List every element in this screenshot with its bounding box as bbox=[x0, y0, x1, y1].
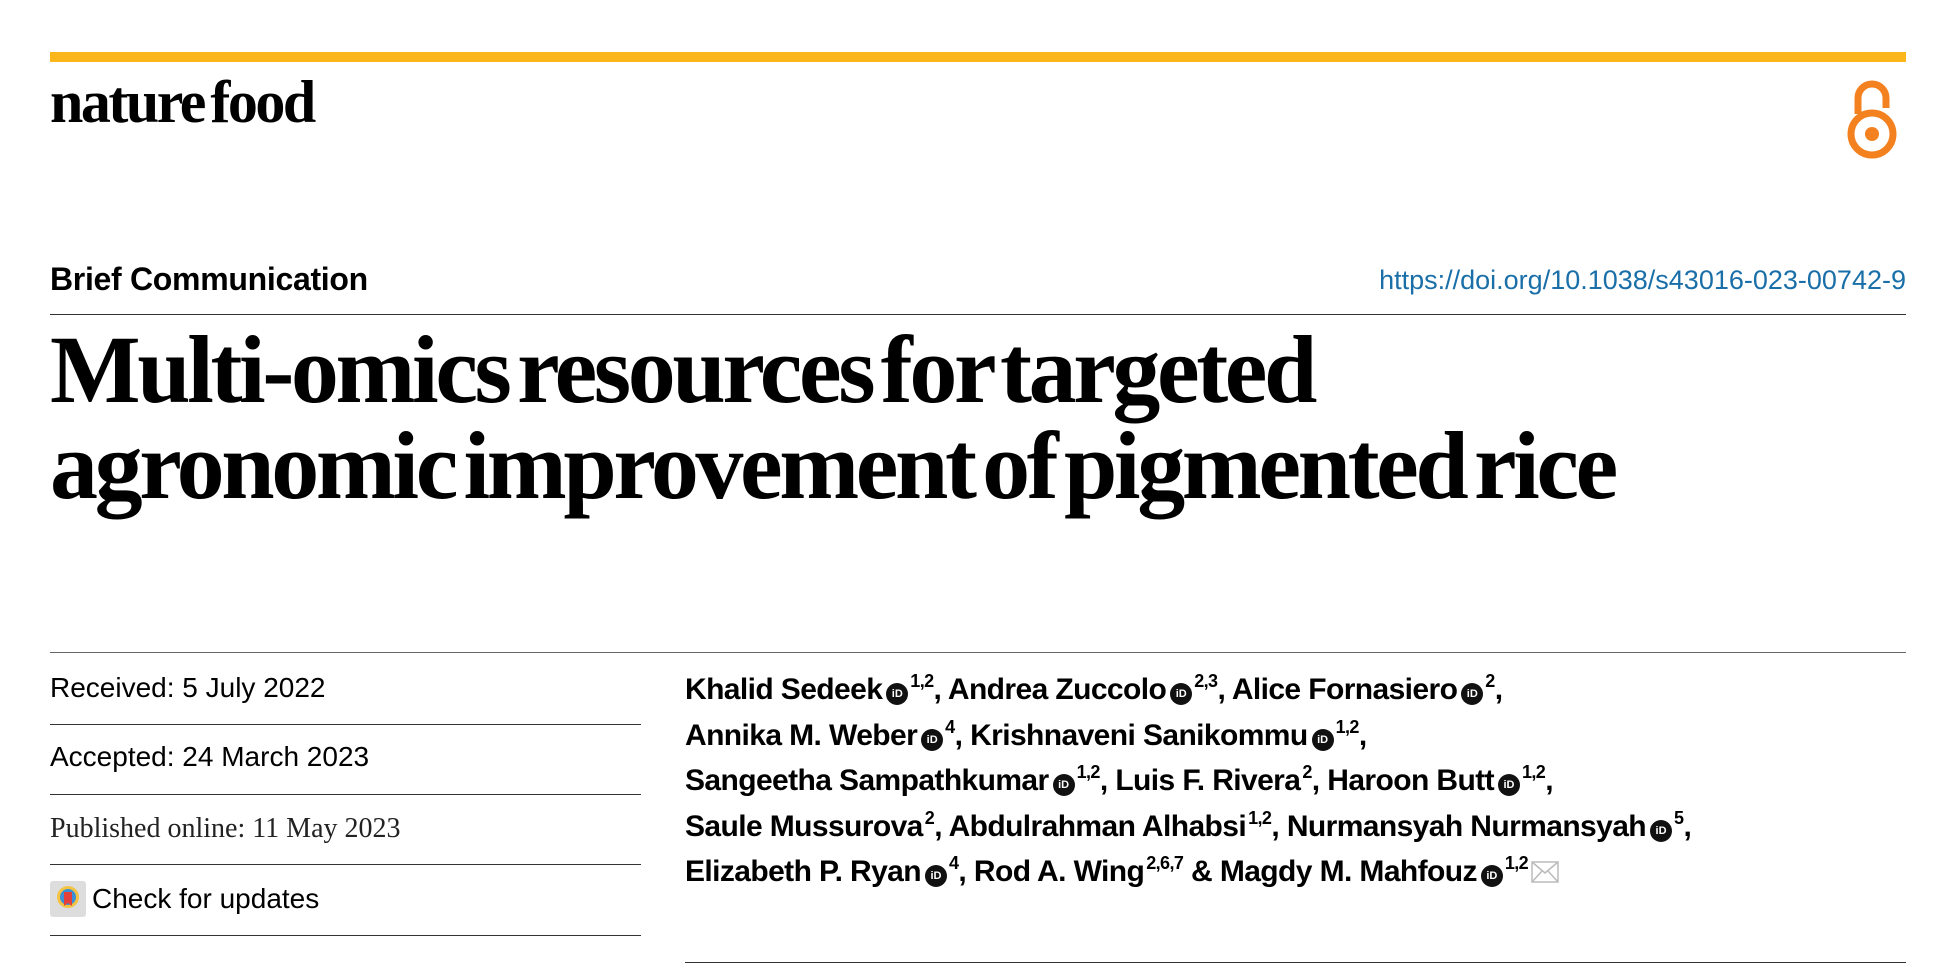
author-affiliation: 5 bbox=[1674, 807, 1684, 828]
separator: , bbox=[1271, 809, 1280, 843]
title-line-1: Multi-omics resources for targeted bbox=[50, 316, 1317, 423]
separator: , bbox=[958, 855, 967, 888]
separator: , bbox=[1217, 673, 1226, 706]
author: Elizabeth P. Ryan iD4 bbox=[685, 853, 959, 888]
author-affiliation: 2 bbox=[924, 807, 935, 828]
accepted-date: Accepted: 24 March 2023 bbox=[50, 741, 370, 772]
header-divider bbox=[50, 314, 1906, 315]
divider bbox=[50, 864, 641, 865]
divider bbox=[50, 724, 641, 725]
orcid-icon[interactable]: iD bbox=[1170, 683, 1193, 705]
author-name[interactable]: Abdulrahman Alhabsi bbox=[948, 809, 1247, 843]
author: Nurmansyah Nurmansyah iD5 bbox=[1286, 807, 1684, 843]
orcid-icon[interactable]: iD bbox=[1650, 819, 1673, 842]
author-name[interactable]: Saule Mussurova bbox=[685, 809, 923, 843]
author-affiliation: 1,2 bbox=[1521, 762, 1546, 782]
author: Annika M. Weber iD4 bbox=[685, 716, 955, 752]
author-affiliation: 2,6,7 bbox=[1146, 853, 1184, 873]
journal-logo[interactable]: nature food bbox=[50, 69, 316, 135]
orcid-icon[interactable]: iD bbox=[1497, 774, 1520, 796]
authors-divider bbox=[685, 962, 1906, 963]
author-affiliation: 2 bbox=[1485, 671, 1495, 691]
crossmark-icon bbox=[50, 881, 86, 917]
divider bbox=[50, 794, 641, 795]
orcid-icon[interactable]: iD bbox=[1311, 728, 1334, 751]
published-date: Published online: 11 May 2023 bbox=[50, 813, 401, 844]
author-name[interactable]: Haroon Butt bbox=[1327, 764, 1494, 797]
author: Khalid Sedeek iD1,2 bbox=[685, 671, 934, 706]
separator: , bbox=[1099, 764, 1108, 797]
author: Saule Mussurova 2 bbox=[685, 807, 935, 843]
author-affiliation: 4 bbox=[945, 716, 955, 737]
author: Krishnaveni Sanikommu iD1,2 bbox=[970, 716, 1360, 752]
author-name[interactable]: Krishnaveni Sanikommu bbox=[970, 718, 1308, 752]
article-type: Brief Communication bbox=[50, 261, 368, 297]
email-icon[interactable] bbox=[1531, 851, 1559, 897]
separator: , bbox=[954, 718, 963, 752]
orcid-icon[interactable]: iD bbox=[1461, 683, 1484, 705]
author: Abdulrahman Alhabsi 1,2 bbox=[948, 807, 1272, 843]
author-affiliation: 1,2 bbox=[1335, 716, 1360, 737]
author-name[interactable]: Luis F. Rivera bbox=[1115, 764, 1301, 797]
doi-link[interactable]: https://doi.org/10.1038/s43016-023-00742… bbox=[1379, 265, 1906, 295]
separator: , bbox=[1358, 718, 1367, 752]
separator: , bbox=[933, 673, 942, 706]
separator: & bbox=[1183, 855, 1220, 888]
author-name[interactable]: Khalid Sedeek bbox=[685, 673, 883, 706]
author-name[interactable]: Nurmansyah Nurmansyah bbox=[1286, 809, 1647, 843]
author-affiliation: 1,2 bbox=[1248, 807, 1272, 828]
author: Alice Fornasiero iD2 bbox=[1231, 671, 1496, 706]
check-for-updates-button[interactable]: Check for updates bbox=[50, 881, 319, 917]
author-name[interactable]: Elizabeth P. Ryan bbox=[685, 855, 922, 888]
article-title: Multi-omics resources for targeted agron… bbox=[50, 316, 1618, 519]
separator: , bbox=[934, 809, 942, 843]
separator: , bbox=[1494, 673, 1503, 706]
divider bbox=[50, 935, 641, 936]
author-name[interactable]: Magdy M. Mahfouz bbox=[1219, 855, 1478, 888]
open-access-icon bbox=[1847, 80, 1897, 159]
author: Magdy M. Mahfouz iD1,2 bbox=[1219, 853, 1559, 888]
author: Luis F. Rivera 2 bbox=[1115, 762, 1312, 797]
author-affiliation: 1,2 bbox=[910, 671, 934, 691]
author-name[interactable]: Alice Fornasiero bbox=[1231, 673, 1458, 706]
author-name[interactable]: Rod A. Wing bbox=[973, 855, 1145, 888]
separator: , bbox=[1683, 809, 1692, 843]
meta-divider bbox=[50, 652, 1906, 653]
author-name[interactable]: Annika M. Weber bbox=[685, 718, 918, 752]
check-for-updates-label: Check for updates bbox=[92, 883, 320, 914]
separator: , bbox=[1545, 764, 1553, 797]
orcid-icon[interactable]: iD bbox=[921, 728, 944, 751]
author: Sangeetha Sampathkumar iD1,2 bbox=[685, 762, 1101, 797]
author-affiliation: 2 bbox=[1302, 762, 1312, 782]
separator: , bbox=[1311, 764, 1320, 797]
author-affiliation: 2,3 bbox=[1194, 671, 1218, 691]
author-name[interactable]: Andrea Zuccolo bbox=[947, 673, 1167, 706]
author: Rod A. Wing 2,6,7 bbox=[973, 853, 1184, 888]
author-name[interactable]: Sangeetha Sampathkumar bbox=[685, 764, 1049, 797]
author: Haroon Butt iD1,2 bbox=[1327, 762, 1546, 797]
author-affiliation: 1,2 bbox=[1504, 853, 1529, 873]
author-list: Khalid Sedeek iD1,2, Andrea Zuccolo iD2,3,… bbox=[685, 667, 1915, 897]
orcid-icon[interactable]: iD bbox=[1480, 865, 1503, 887]
orcid-icon[interactable]: iD bbox=[925, 865, 947, 887]
orcid-icon[interactable]: iD bbox=[886, 683, 909, 705]
author-affiliation: 1,2 bbox=[1076, 762, 1101, 782]
author-affiliation: 4 bbox=[949, 853, 959, 873]
journal-accent-bar bbox=[50, 52, 1906, 62]
received-date: Received: 5 July 2022 bbox=[50, 672, 326, 703]
orcid-icon[interactable]: iD bbox=[1052, 774, 1075, 796]
author: Andrea Zuccolo iD2,3 bbox=[947, 671, 1218, 706]
title-line-2: agronomic improvement of pigmented rice bbox=[50, 412, 1618, 519]
